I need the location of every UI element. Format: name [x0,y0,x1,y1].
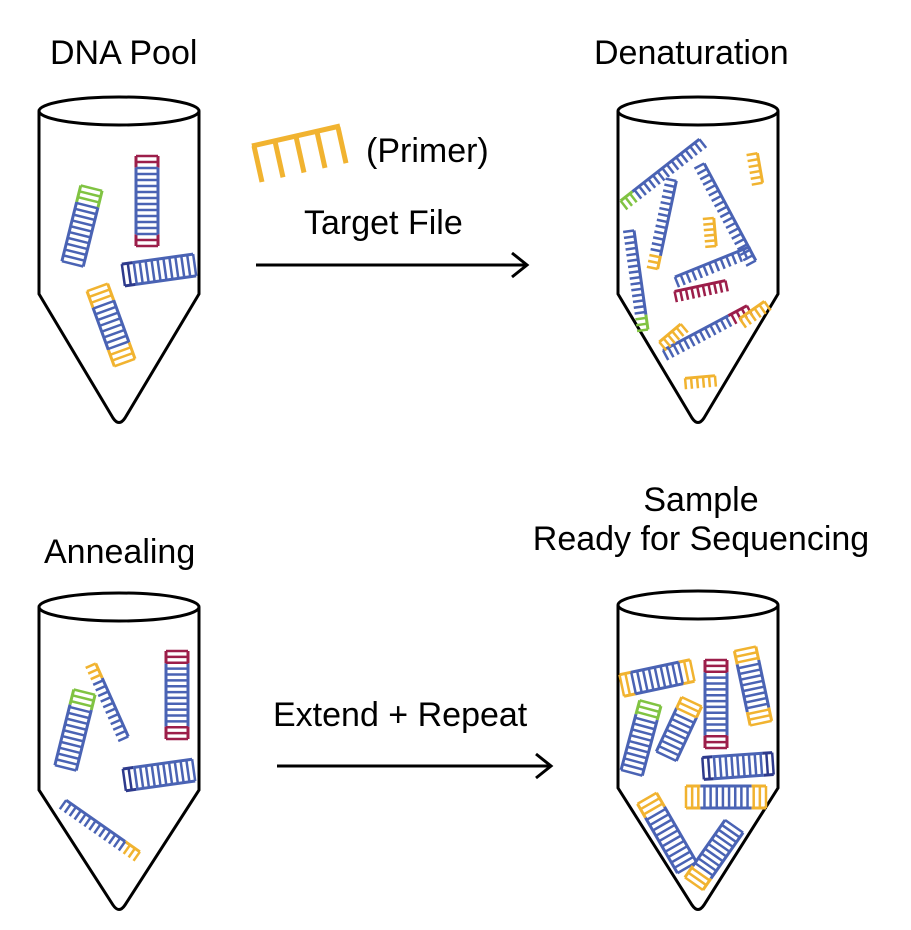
primer-label: (Primer) [366,132,489,170]
primer-legend-icon [251,123,349,183]
title-sample-line1: Sample [643,481,759,519]
strand-smp-1 [618,658,696,698]
strand-smp-2 [703,658,729,750]
strand-pool-green [60,184,104,268]
strand-pool-vertical [134,154,160,248]
strand-ann-green [53,688,97,772]
primer-den-1 [746,151,765,186]
title-sample: Sample Ready for Sequencing [510,481,892,559]
strand-smp-3 [732,645,774,727]
primer-den-4 [738,300,772,329]
dna-strands [53,138,775,892]
tube-dna-pool [37,95,201,424]
step-target-file: Target File [304,204,463,242]
tube-denaturation [616,95,780,424]
title-sample-line2: Ready for Sequencing [532,520,870,559]
strand-smp-9 [683,818,745,892]
strand-pool-navy [120,252,198,288]
strand-den-2 [693,162,758,267]
primer-den-5 [683,374,718,390]
strand-ann-navy [121,757,197,793]
strand-smp-4 [619,699,663,777]
primer-den-2 [702,216,718,249]
step-extend-repeat: Extend + Repeat [273,696,528,734]
strand-smp-6 [701,751,775,781]
strand-pool-orange [85,282,137,368]
strand-ann-top [85,662,130,743]
strand-ann-vertical [164,649,190,741]
title-denaturation: Denaturation [594,34,789,72]
arrow-target-file [256,251,530,279]
tube-annealing [37,591,201,911]
strand-den-3 [646,177,678,271]
strand-den-5 [673,245,755,288]
strand-den-6 [673,279,729,303]
tube-sample-ready [616,589,780,911]
strand-den-4 [622,229,650,333]
title-dna-pool: DNA Pool [50,34,198,72]
title-annealing: Annealing [44,533,196,571]
strand-ann-bottom [58,798,141,862]
strand-den-7 [661,304,754,361]
primer-den-3 [658,322,689,352]
arrow-extend-repeat [277,752,554,780]
strand-smp-7 [684,784,768,810]
strand-den-1 [619,138,708,211]
strand-smp-5 [654,696,704,762]
